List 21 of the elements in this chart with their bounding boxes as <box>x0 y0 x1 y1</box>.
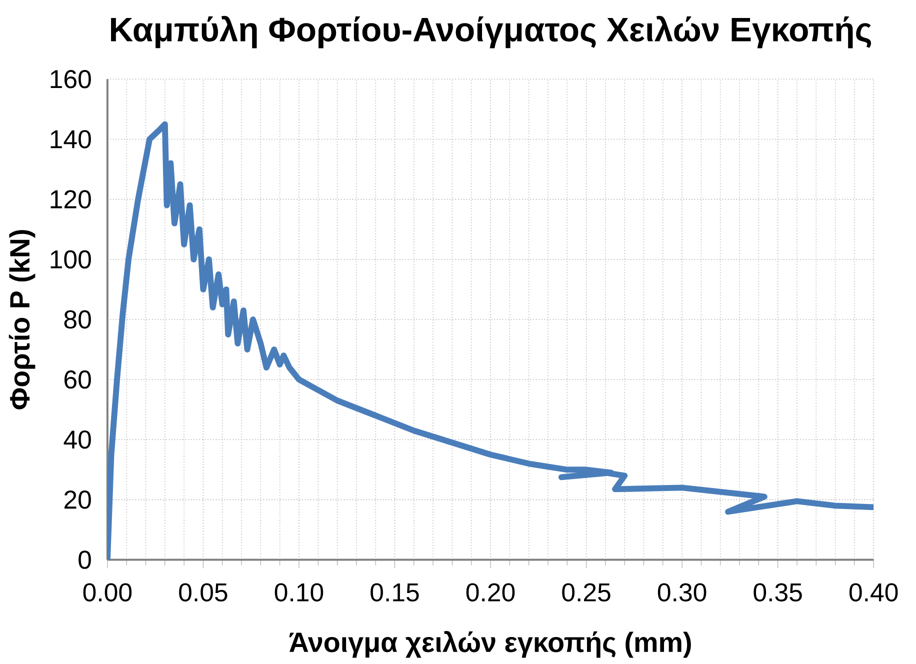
y-axis-title: Φορτίο P (kN) <box>8 230 36 410</box>
y-tick-label: 40 <box>64 430 91 449</box>
x-tick-label: 0.10 <box>274 583 324 602</box>
x-tick-label: 0.40 <box>849 583 898 602</box>
y-tick-label: 20 <box>64 490 91 509</box>
x-tick-label: 0.00 <box>83 583 132 602</box>
x-tick-label: 0.05 <box>179 583 228 602</box>
x-tick-label: 0.35 <box>754 583 802 602</box>
x-tick-label: 0.20 <box>466 583 515 602</box>
y-tick-label: 100 <box>50 250 91 268</box>
y-tick-label: 0 <box>78 550 91 569</box>
y-tick-label: 60 <box>64 370 91 388</box>
y-tick-label: 160 <box>50 70 91 88</box>
x-tick-label: 0.25 <box>562 583 610 602</box>
x-tick-label: 0.15 <box>370 583 419 602</box>
y-tick-label: 120 <box>50 190 91 208</box>
y-tick-label: 80 <box>64 310 91 328</box>
y-tick-label: 140 <box>50 130 91 148</box>
x-tick-label: 0.30 <box>658 583 706 602</box>
chart-title: Καμπύλη Φορτίου-Ανοίγματος Χειλών Εγκοπής <box>111 16 872 48</box>
x-axis-title: Άνοιγμα χειλών εγκοπής (mm) <box>289 630 691 658</box>
